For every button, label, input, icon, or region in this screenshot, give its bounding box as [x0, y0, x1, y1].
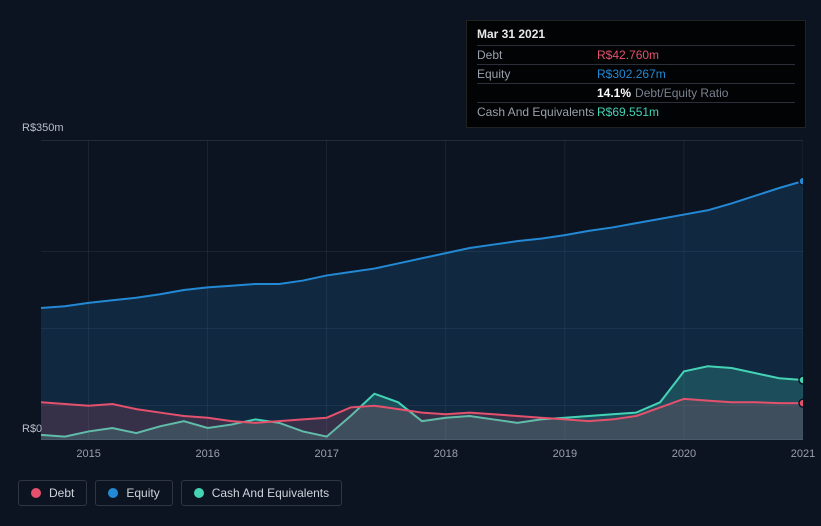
- legend-item-debt[interactable]: Debt: [18, 480, 87, 506]
- tooltip-row-debt: Debt R$42.760m: [477, 45, 795, 64]
- chart-tooltip: Mar 31 2021 Debt R$42.760m Equity R$302.…: [466, 20, 806, 128]
- tooltip-label: Equity: [477, 67, 597, 81]
- legend-swatch: [108, 488, 118, 498]
- tooltip-ratio-pct: 14.1%: [597, 86, 631, 100]
- legend-item-cash[interactable]: Cash And Equivalents: [181, 480, 342, 506]
- tooltip-value: R$42.760m: [597, 48, 795, 62]
- legend-label: Equity: [126, 486, 159, 500]
- legend-swatch: [31, 488, 41, 498]
- area-chart[interactable]: [18, 140, 803, 440]
- tooltip-date: Mar 31 2021: [477, 27, 795, 45]
- x-tick-label: 2021: [791, 448, 815, 460]
- legend-item-equity[interactable]: Equity: [95, 480, 172, 506]
- legend-swatch: [194, 488, 204, 498]
- tooltip-ratio-label: Debt/Equity Ratio: [635, 86, 728, 100]
- tooltip-value: R$69.551m: [597, 105, 795, 119]
- x-tick-label: 2017: [315, 448, 339, 460]
- tooltip-row-ratio: 14.1% Debt/Equity Ratio: [477, 83, 795, 102]
- y-axis-max-label: R$350m: [22, 122, 64, 134]
- tooltip-value: R$302.267m: [597, 67, 795, 81]
- legend-label: Cash And Equivalents: [212, 486, 329, 500]
- x-tick-label: 2015: [76, 448, 100, 460]
- tooltip-row-cash: Cash And Equivalents R$69.551m: [477, 102, 795, 121]
- x-tick-label: 2018: [434, 448, 458, 460]
- x-tick-label: 2020: [672, 448, 696, 460]
- legend-label: Debt: [49, 486, 74, 500]
- tooltip-label-empty: [477, 86, 597, 100]
- legend: Debt Equity Cash And Equivalents: [18, 480, 342, 506]
- tooltip-label: Debt: [477, 48, 597, 62]
- x-tick-label: 2016: [195, 448, 219, 460]
- tooltip-row-equity: Equity R$302.267m: [477, 64, 795, 83]
- x-tick-label: 2019: [553, 448, 577, 460]
- tooltip-label: Cash And Equivalents: [477, 105, 597, 119]
